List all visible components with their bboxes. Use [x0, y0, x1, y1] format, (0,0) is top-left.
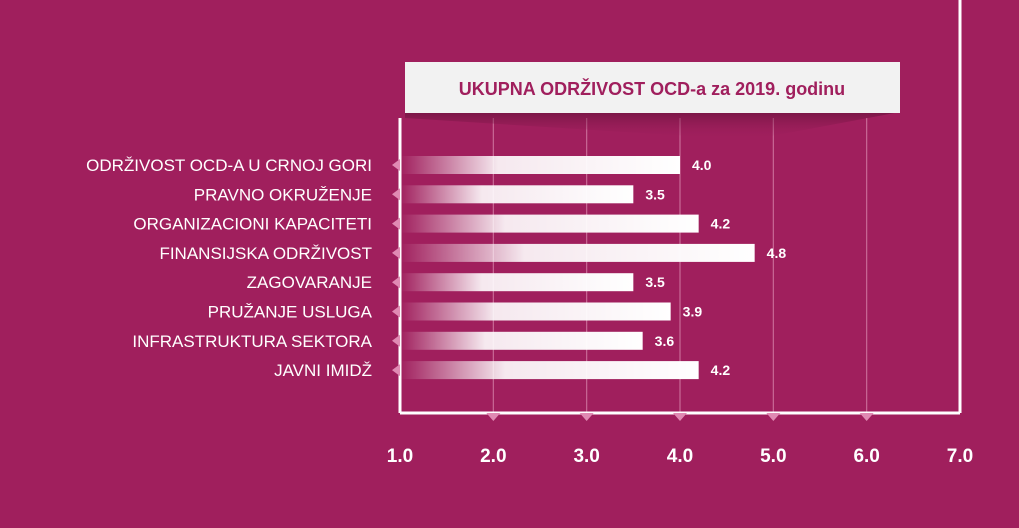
bar [400, 243, 755, 262]
category-label: ORGANIZACIONI KAPACITETI [133, 215, 372, 234]
x-tick-label: 6.0 [853, 446, 879, 467]
tick-marker [579, 413, 594, 421]
chart-title: UKUPNA ODRŽIVOST OCD-a za 2019. godinu [459, 78, 845, 99]
bar [400, 156, 680, 174]
category-label: FINANSIJSKA ODRŽIVOST [159, 244, 372, 263]
x-tick-label: 7.0 [947, 446, 973, 467]
bar [400, 273, 634, 292]
row-pointer [392, 188, 400, 201]
category-labels: ODRŽIVOST OCD-A U CRNOJ GORI PRAVNO OKRUŽ… [86, 156, 373, 380]
bar [400, 302, 671, 321]
row-pointer [392, 305, 400, 318]
value-label: 3.9 [683, 304, 703, 320]
value-label: 3.6 [655, 333, 675, 349]
value-label: 4.8 [767, 245, 787, 261]
category-label: ZAGOVARANJE [247, 273, 372, 292]
value-label: 4.0 [692, 157, 712, 173]
category-label: INFRASTRUKTURA SEKTORA [132, 332, 372, 351]
x-tick-label: 2.0 [480, 446, 506, 467]
bars-group [392, 156, 755, 380]
tick-marker [486, 413, 501, 421]
bar [400, 185, 634, 204]
bar [400, 361, 699, 380]
category-label: PRUŽANJE USLUGA [208, 303, 373, 322]
row-pointer [392, 364, 400, 377]
tick-marker [766, 413, 781, 421]
value-label: 4.2 [711, 362, 731, 378]
x-tick-label: 4.0 [667, 446, 693, 467]
x-axis-ticks: 1.0 2.0 3.0 4.0 5.0 6.0 7.0 [387, 413, 973, 467]
category-label: PRAVNO OKRUŽENJE [194, 185, 372, 204]
chart-title-box: UKUPNA ODRŽIVOST OCD-a za 2019. godinu [405, 62, 900, 140]
row-pointer [392, 159, 400, 171]
category-label: ODRŽIVOST OCD-A U CRNOJ GORI [86, 156, 372, 175]
tick-marker [673, 413, 687, 421]
value-labels: 4.0 3.5 4.2 4.8 3.5 3.9 3.6 4.2 [645, 157, 786, 378]
value-label: 3.5 [645, 186, 665, 202]
row-pointer [392, 276, 400, 289]
x-tick-label: 1.0 [387, 446, 413, 467]
row-pointer [392, 334, 400, 347]
tick-marker [859, 413, 874, 421]
row-pointer [392, 217, 400, 230]
category-label: JAVNI IMIDŽ [274, 361, 372, 380]
bar [400, 214, 699, 233]
value-label: 3.5 [645, 274, 665, 290]
row-pointer [392, 246, 400, 259]
value-label: 4.2 [711, 216, 731, 232]
x-tick-label: 5.0 [760, 446, 786, 467]
x-tick-label: 3.0 [573, 446, 599, 467]
bar [400, 331, 643, 350]
